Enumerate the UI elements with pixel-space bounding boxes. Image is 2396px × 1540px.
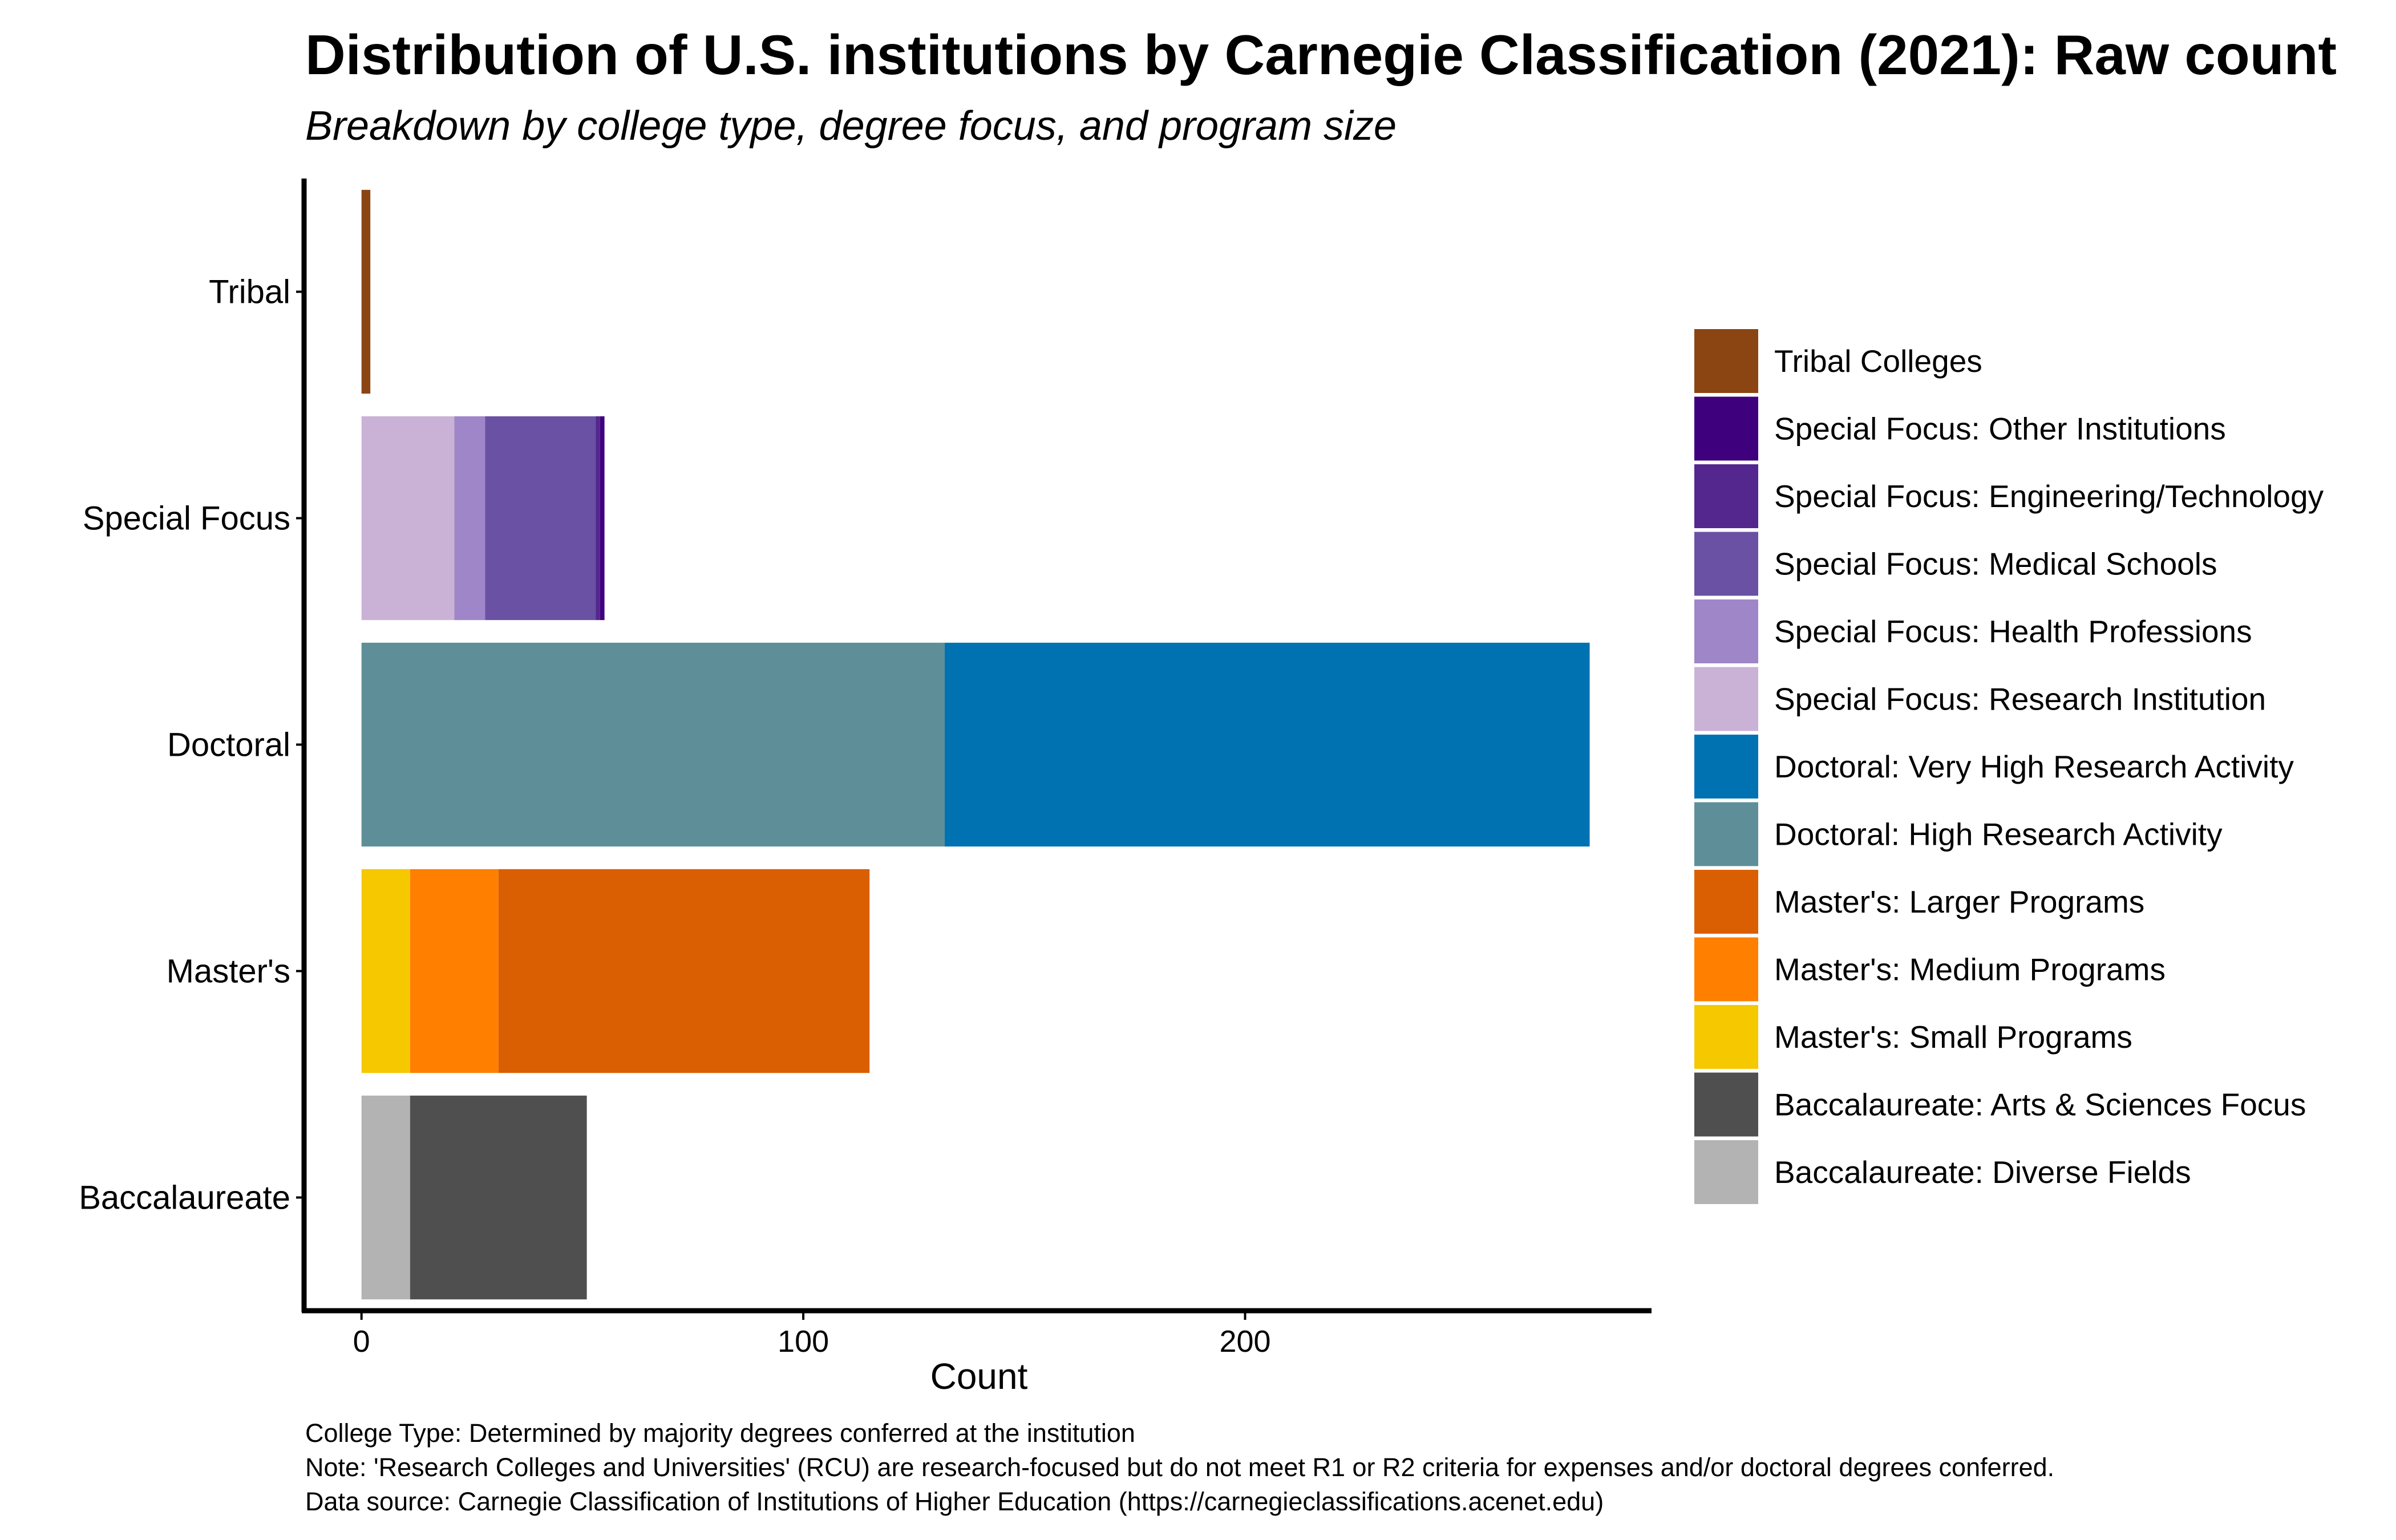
caption-line-3: Data source: Carnegie Classification of … — [305, 1487, 1604, 1516]
y-tick-label-baccalaureate: Baccalaureate — [79, 1180, 290, 1217]
legend-label-special-focus-research-institution: Special Focus: Research Institution — [1774, 682, 2266, 717]
legend-label-doctoral-high-research-activity: Doctoral: High Research Activity — [1774, 817, 2223, 852]
legend-key-master-s-medium-programs — [1694, 937, 1758, 1002]
bar-special-focus-engineering-technology — [596, 416, 600, 621]
bar-master-s-medium-programs — [410, 869, 499, 1073]
chart-title: Distribution of U.S. institutions by Car… — [305, 23, 2337, 86]
y-tick-label-special-focus: Special Focus — [83, 500, 290, 537]
legend-key-special-focus-medical-schools — [1694, 532, 1758, 596]
legend-label-baccalaureate-arts-sciences-focus: Baccalaureate: Arts & Sciences Focus — [1774, 1087, 2306, 1122]
legend-label-doctoral-very-high-research-activity: Doctoral: Very High Research Activity — [1774, 749, 2294, 784]
y-tick-label-tribal: Tribal — [209, 274, 290, 311]
bar-master-s-small-programs — [361, 869, 410, 1073]
bar-baccalaureate-diverse-fields — [361, 1095, 410, 1300]
legend-key-baccalaureate-arts-sciences-focus — [1694, 1072, 1758, 1137]
legend-label-special-focus-other-institutions: Special Focus: Other Institutions — [1774, 411, 2226, 447]
legend-key-tribal-colleges — [1694, 329, 1758, 393]
x-tick-label: 200 — [1219, 1324, 1270, 1359]
chart-subtitle: Breakdown by college type, degree focus,… — [305, 103, 1397, 149]
caption-line-2: Note: 'Research Colleges and Universitie… — [305, 1453, 2054, 1482]
legend-key-baccalaureate-diverse-fields — [1694, 1140, 1758, 1204]
legend-key-doctoral-high-research-activity — [1694, 802, 1758, 866]
legend-label-special-focus-medical-schools: Special Focus: Medical Schools — [1774, 546, 2217, 582]
bar-doctoral-very-high-research-activity — [944, 642, 1590, 847]
y-tick-label-doctoral: Doctoral — [167, 727, 290, 764]
legend-label-special-focus-health-professions: Special Focus: Health Professions — [1774, 614, 2252, 649]
bar-doctoral-high-research-activity — [361, 642, 945, 847]
bar-master-s-larger-programs — [498, 869, 870, 1073]
legend-label-baccalaureate-diverse-fields: Baccalaureate: Diverse Fields — [1774, 1154, 2191, 1190]
legend-key-master-s-small-programs — [1694, 1005, 1758, 1069]
bar-special-focus-research-institution — [361, 416, 455, 621]
x-tick-label: 100 — [778, 1324, 829, 1359]
bar-tribal-colleges — [361, 189, 371, 394]
x-ticks-group: 0 100 200 — [353, 1313, 1271, 1359]
legend-label-master-s-small-programs: Master's: Small Programs — [1774, 1019, 2132, 1055]
legend-key-special-focus-engineering-technology — [1694, 464, 1758, 528]
legend-label-tribal-colleges: Tribal Colleges — [1774, 343, 1982, 379]
legend-label-master-s-larger-programs: Master's: Larger Programs — [1774, 884, 2144, 919]
bar-special-focus-health-professions — [454, 416, 485, 621]
legend-label-master-s-medium-programs: Master's: Medium Programs — [1774, 952, 2166, 987]
legend-key-master-s-larger-programs — [1694, 870, 1758, 934]
y-ticks-group: Baccalaureate Master's Doctoral Special Foc… — [79, 274, 302, 1217]
bar-baccalaureate-arts-sciences-focus — [410, 1095, 587, 1300]
x-tick-label: 0 — [353, 1324, 370, 1359]
bars-group — [361, 189, 1590, 1300]
legend-key-special-focus-research-institution — [1694, 667, 1758, 731]
bar-special-focus-other-institutions — [600, 416, 605, 621]
legend-label-special-focus-engineering-technology: Special Focus: Engineering/Technology — [1774, 479, 2324, 514]
x-axis-title: Count — [930, 1356, 1028, 1397]
caption-line-1: College Type: Determined by majority deg… — [305, 1419, 1135, 1448]
legend-key-doctoral-very-high-research-activity — [1694, 735, 1758, 799]
legend-key-special-focus-other-institutions — [1694, 396, 1758, 461]
legend-key-special-focus-health-professions — [1694, 599, 1758, 663]
legend: Tribal Colleges Special Focus: Other Inst… — [1694, 329, 2324, 1204]
bar-special-focus-medical-schools — [485, 416, 596, 621]
y-tick-label-master-s: Master's — [167, 953, 290, 990]
